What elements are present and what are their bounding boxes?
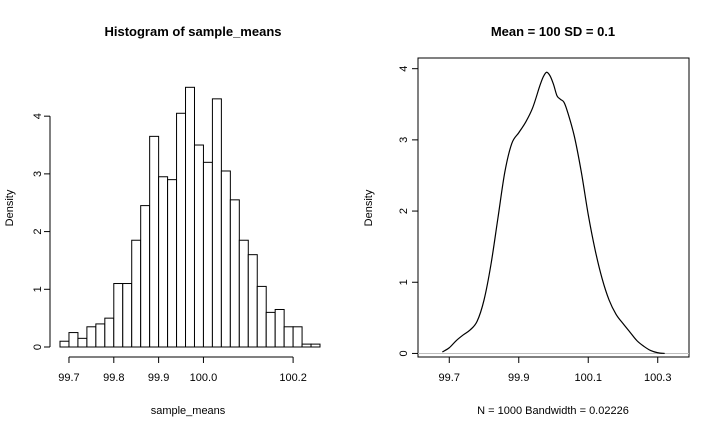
histogram-bar	[77, 337, 88, 348]
histogram-bar	[158, 176, 169, 348]
histogram-bar	[113, 283, 124, 348]
histogram-bar	[301, 343, 312, 348]
histogram-x-tick-label: 99.9	[148, 372, 169, 384]
density-x-label: N = 1000 Bandwidth = 0.02226	[477, 405, 629, 417]
density-x-axis: 99.7 99.9 100.1 100.3	[439, 357, 672, 384]
histogram-bar	[310, 343, 321, 348]
density-title: Mean = 100 SD = 0.1	[491, 24, 615, 39]
density-plot-frame	[417, 57, 690, 358]
histogram-bar	[283, 326, 294, 348]
histogram-bar	[68, 332, 79, 348]
density-y-tick-label: 1	[398, 279, 410, 285]
histogram-bar	[185, 86, 195, 348]
density-y-tick-label: 3	[398, 137, 410, 143]
density-x-tick-label: 99.9	[508, 372, 529, 384]
histogram-panel: Histogram of sample_means sample_means D…	[4, 24, 321, 417]
histogram-y-tick-label: 4	[32, 113, 44, 119]
density-y-axis: 0 1 2 3 4	[398, 66, 418, 357]
histogram-x-tick-label: 99.7	[58, 372, 79, 384]
histogram-bar	[238, 239, 249, 348]
histogram-bar	[265, 311, 276, 348]
histogram-x-axis: 99.7 99.8 99.9 100.0 100.2	[58, 356, 307, 384]
histogram-bar	[86, 326, 97, 348]
histogram-bar	[167, 179, 178, 348]
histogram-bar	[95, 323, 106, 348]
density-y-label: Density	[363, 189, 375, 226]
density-x-tick-label: 100.3	[644, 372, 672, 384]
density-x-tick-label: 100.1	[574, 372, 602, 384]
histogram-bar	[176, 112, 187, 348]
density-y-tick-label: 0	[398, 350, 410, 356]
histogram-bar	[202, 161, 213, 348]
density-curve	[442, 71, 665, 355]
histogram-bar	[256, 285, 267, 348]
density-x-tick-label: 99.7	[439, 372, 460, 384]
histogram-bar	[140, 205, 151, 348]
histogram-bars	[59, 86, 321, 348]
histogram-bar	[220, 170, 231, 348]
histogram-bar	[122, 283, 133, 348]
histogram-y-axis: 0 1 2 3 4	[32, 113, 51, 350]
histogram-bar	[193, 144, 204, 348]
histogram-title: Histogram of sample_means	[104, 24, 281, 39]
density-y-tick-label: 4	[398, 66, 410, 72]
histogram-bar	[149, 135, 160, 348]
histogram-y-label: Density	[4, 189, 16, 226]
histogram-bar	[104, 317, 115, 348]
histogram-bar	[131, 239, 142, 348]
density-y-tick-label: 2	[398, 208, 410, 214]
histogram-x-label: sample_means	[151, 405, 226, 417]
histogram-x-tick-label: 100.2	[279, 372, 307, 384]
histogram-y-tick-label: 1	[32, 286, 44, 292]
histogram-bar	[229, 199, 240, 348]
histogram-y-tick-label: 0	[32, 344, 44, 350]
histogram-bar	[59, 340, 70, 348]
density-panel: Mean = 100 SD = 0.1 N = 1000 Bandwidth =…	[363, 24, 690, 417]
histogram-bar	[274, 308, 285, 348]
histogram-y-tick-label: 2	[32, 229, 44, 235]
histogram-x-tick-label: 100.0	[190, 372, 218, 384]
histogram-bar	[211, 98, 222, 348]
histogram-x-tick-label: 99.8	[103, 372, 124, 384]
histogram-bar	[292, 326, 303, 348]
histogram-bar	[247, 254, 258, 348]
histogram-y-tick-label: 3	[32, 171, 44, 177]
